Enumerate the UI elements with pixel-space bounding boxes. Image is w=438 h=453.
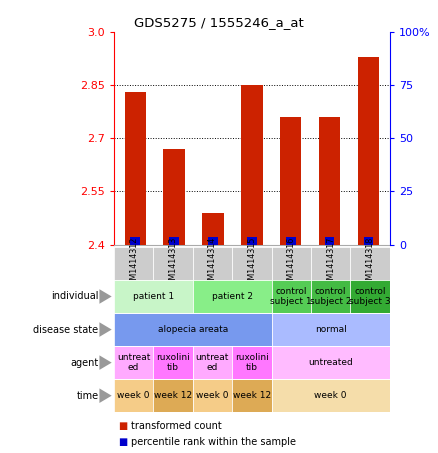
Text: untreat
ed: untreat ed	[196, 353, 229, 372]
Text: GSM1414317: GSM1414317	[326, 237, 335, 290]
Text: ruxolini
tib: ruxolini tib	[156, 353, 190, 372]
Bar	[124, 92, 146, 245]
Text: GSM1414318: GSM1414318	[366, 237, 374, 290]
Bar	[325, 236, 334, 245]
Bar	[286, 236, 296, 245]
Bar	[280, 117, 301, 245]
Text: patient 1: patient 1	[133, 292, 174, 301]
Text: week 0: week 0	[196, 391, 229, 400]
Bar	[319, 117, 340, 245]
Bar	[358, 57, 379, 245]
Text: GSM1414315: GSM1414315	[247, 237, 256, 290]
Bar	[163, 149, 185, 245]
Text: individual: individual	[51, 291, 99, 302]
Text: GSM1414316: GSM1414316	[287, 237, 296, 290]
Text: transformed count: transformed count	[131, 421, 222, 431]
Text: control
subject 1: control subject 1	[270, 287, 312, 306]
Text: alopecia areata: alopecia areata	[158, 325, 228, 334]
Bar	[364, 236, 373, 245]
Text: control
subject 3: control subject 3	[349, 287, 391, 306]
Text: week 0: week 0	[117, 391, 150, 400]
Text: control
subject 2: control subject 2	[310, 287, 351, 306]
Text: week 12: week 12	[233, 391, 271, 400]
Bar	[131, 236, 140, 245]
Bar	[247, 236, 257, 245]
Text: ■: ■	[118, 421, 127, 431]
Bar	[170, 236, 179, 245]
Text: agent: agent	[71, 357, 99, 368]
Polygon shape	[99, 289, 112, 304]
Text: GSM1414312: GSM1414312	[129, 237, 138, 290]
Text: untreat
ed: untreat ed	[117, 353, 150, 372]
Text: GSM1414313: GSM1414313	[169, 237, 177, 290]
Text: percentile rank within the sample: percentile rank within the sample	[131, 437, 297, 447]
Text: ■: ■	[118, 437, 127, 447]
Text: untreated: untreated	[308, 358, 353, 367]
Bar	[202, 212, 224, 245]
Text: normal: normal	[315, 325, 346, 334]
Text: disease state: disease state	[33, 324, 99, 335]
Polygon shape	[99, 322, 112, 337]
Bar	[241, 85, 262, 245]
Text: GDS5275 / 1555246_a_at: GDS5275 / 1555246_a_at	[134, 16, 304, 29]
Text: GSM1414314: GSM1414314	[208, 237, 217, 290]
Text: week 0: week 0	[314, 391, 347, 400]
Text: patient 2: patient 2	[212, 292, 253, 301]
Text: time: time	[76, 390, 99, 401]
Polygon shape	[99, 355, 112, 370]
Text: week 12: week 12	[154, 391, 192, 400]
Bar	[208, 236, 218, 245]
Text: ruxolini
tib: ruxolini tib	[235, 353, 269, 372]
Polygon shape	[99, 388, 112, 403]
